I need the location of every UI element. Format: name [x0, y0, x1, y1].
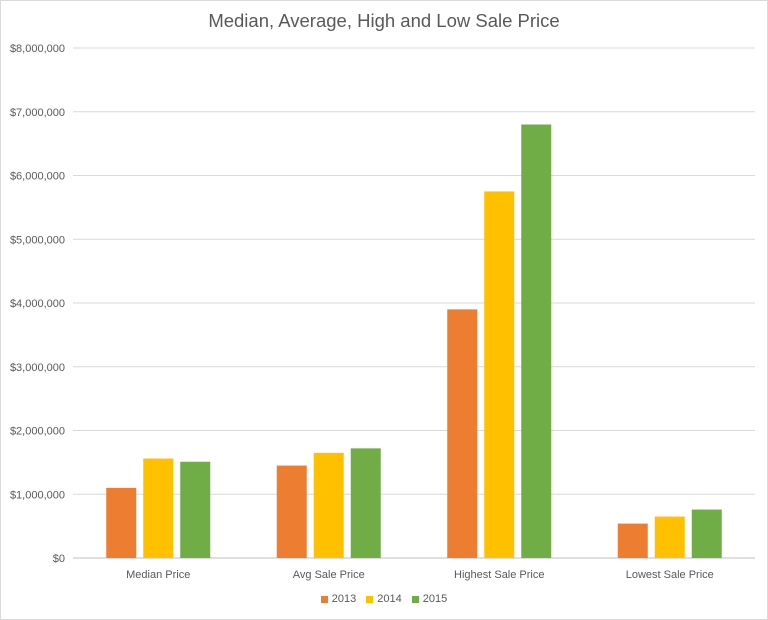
y-tick-label: $8,000,000	[10, 43, 65, 55]
legend-label: 2014	[377, 593, 402, 605]
bar-2013	[276, 465, 307, 558]
bar-2015	[180, 461, 211, 558]
x-tick-label: Lowest Sale Price	[626, 569, 714, 581]
bar-2014	[484, 191, 515, 558]
bar-2013	[617, 523, 648, 558]
legend-label: 2013	[331, 593, 357, 605]
bar-2015	[691, 509, 722, 558]
bar-2015	[521, 124, 552, 558]
x-tick-label: Avg Sale Price	[293, 569, 365, 581]
legend-label: 2015	[422, 593, 448, 605]
legend-swatch	[411, 595, 419, 603]
x-tick-label: Highest Sale Price	[454, 569, 545, 581]
y-tick-label: $0	[53, 553, 65, 565]
bar-2013	[447, 309, 478, 558]
bar-2014	[654, 516, 685, 558]
y-tick-label: $3,000,000	[10, 362, 65, 374]
y-tick-label: $7,000,000	[10, 107, 65, 119]
chart-title: Median, Average, High and Low Sale Price	[208, 10, 560, 31]
y-tick-label: $1,000,000	[10, 489, 65, 501]
bar-2014	[143, 458, 174, 558]
legend-swatch	[320, 595, 328, 603]
legend-item-2014: 2014	[366, 593, 402, 605]
legend-swatch	[366, 595, 374, 603]
y-tick-label: $2,000,000	[10, 426, 65, 438]
y-tick-label: $5,000,000	[10, 234, 65, 246]
bar-2013	[106, 487, 137, 558]
bar-2015	[350, 448, 381, 558]
bar-2014	[313, 452, 344, 558]
y-tick-label: $4,000,000	[10, 298, 65, 310]
legend-item-2013: 2013	[320, 593, 357, 605]
legend: 2013 2014 2015	[0, 593, 768, 605]
y-tick-label: $6,000,000	[10, 171, 65, 183]
x-tick-label: Median Price	[126, 569, 190, 581]
legend-item-2015: 2015	[411, 593, 448, 605]
